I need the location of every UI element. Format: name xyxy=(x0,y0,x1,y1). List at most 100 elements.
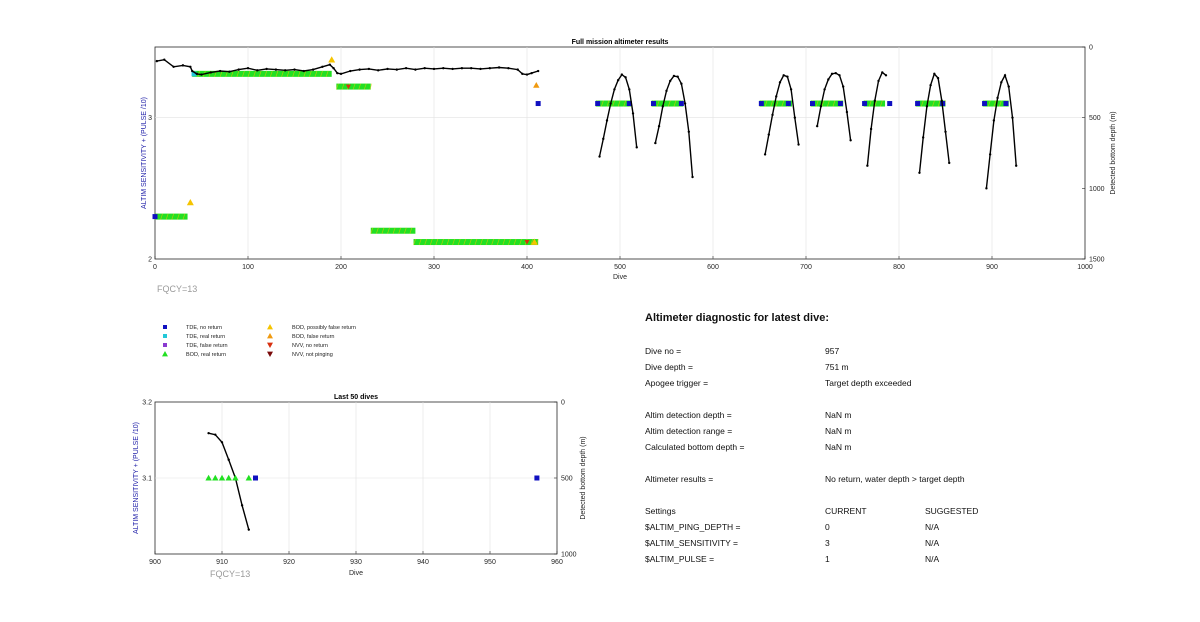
bod-overlap-tick xyxy=(264,70,268,77)
bod-overlap-tick xyxy=(519,238,522,246)
ping-depth-label: $ALTIM_PING_DEPTH = xyxy=(645,522,741,532)
legend-triangle-up-marker xyxy=(267,324,273,330)
bod-overlap-tick xyxy=(409,227,413,234)
y2-tick-label: 500 xyxy=(1089,115,1101,122)
bod-real-return-marker xyxy=(212,474,219,481)
depth-point xyxy=(209,71,212,74)
depth-point xyxy=(155,59,159,63)
depth-point xyxy=(191,69,194,73)
bod-overlap-tick xyxy=(469,238,472,246)
x-tick-label: 600 xyxy=(707,264,719,271)
diagnostic-panel: Altimeter diagnostic for latest dive: Di… xyxy=(645,312,1065,567)
bod-real-return-marker xyxy=(218,474,226,481)
depth-point xyxy=(933,72,936,76)
legend-label: NVV, not pinging xyxy=(292,352,333,358)
bod-possibly-false-marker xyxy=(530,238,538,245)
bod-overlap-tick xyxy=(993,100,997,107)
bod-overlap-tick xyxy=(601,100,604,107)
depth-point xyxy=(616,79,620,82)
depth-arc-line xyxy=(764,74,800,155)
x-tick-label: 100 xyxy=(242,264,254,271)
depth-point xyxy=(1003,74,1007,77)
sensitivity-suggested: N/A xyxy=(925,538,940,548)
bod-overlap-tick xyxy=(392,227,396,234)
depth-point xyxy=(536,69,540,73)
bod-overlap-tick xyxy=(821,100,825,107)
tde-no-return-marker xyxy=(152,214,158,220)
bod-overlap-tick xyxy=(656,100,660,107)
depth-point xyxy=(849,139,852,142)
pulse-label: $ALTIM_PULSE = xyxy=(645,554,715,564)
dive-depth-row: Dive depth = 751 m xyxy=(645,359,1065,375)
depth-point xyxy=(676,75,679,78)
depth-point xyxy=(602,137,605,141)
tde-no-return-marker xyxy=(626,101,632,107)
ping-depth-suggested: N/A xyxy=(925,522,940,532)
depth-point xyxy=(669,79,672,83)
depth-point xyxy=(228,70,231,73)
bod-overlap-tick xyxy=(441,238,444,246)
depth-point xyxy=(827,78,830,81)
depth-point xyxy=(996,96,999,100)
bod-overlap-tick xyxy=(176,213,180,220)
bod-overlap-tick xyxy=(236,70,240,77)
legend-square-marker xyxy=(163,334,167,338)
settings-header-row: Settings CURRENT SUGGESTED xyxy=(645,503,1065,519)
depth-point xyxy=(265,67,268,71)
bod-overlap-tick xyxy=(363,83,367,90)
bod-overlap-tick xyxy=(668,100,671,107)
ping-depth-row: $ALTIM_PING_DEPTH = 0 N/A xyxy=(645,519,1065,535)
bod-overlap-tick xyxy=(303,70,307,77)
apogee-label: Apogee trigger = xyxy=(645,378,709,388)
x-tick-label: 0 xyxy=(153,264,157,271)
bod-overlap-tick xyxy=(253,70,256,77)
depth-point xyxy=(507,67,510,70)
y2-tick-label: 1000 xyxy=(561,552,577,559)
depth-point xyxy=(227,458,230,461)
depth-point xyxy=(302,69,305,73)
bod-overlap-tick xyxy=(491,238,494,246)
bod-overlap-tick xyxy=(269,70,273,77)
bod-overlap-tick xyxy=(309,70,312,77)
bod-overlap-tick xyxy=(530,238,534,246)
bod-overlap-tick xyxy=(230,70,234,77)
depth-point xyxy=(929,83,932,87)
bod-overlap-tick xyxy=(435,238,439,246)
depth-point xyxy=(181,64,185,67)
tde-no-return-marker xyxy=(650,101,656,107)
legend-triangle-down-marker xyxy=(267,351,273,357)
x-tick-label: 400 xyxy=(521,264,533,271)
bod-overlap-tick xyxy=(314,70,318,77)
bod-overlap-tick xyxy=(369,83,373,90)
bod-overlap-tick xyxy=(320,70,323,77)
tde-no-return-marker xyxy=(1003,101,1009,107)
depth-point xyxy=(274,68,278,71)
y-tick-label: 3 xyxy=(148,115,152,122)
depth-point xyxy=(349,69,352,73)
bod-overlap-tick xyxy=(325,70,329,77)
depth-arc-line xyxy=(816,72,852,141)
y2-tick-label: 1000 xyxy=(1089,186,1105,193)
depth-point xyxy=(256,69,259,72)
depth-arc-line xyxy=(918,72,950,173)
bod-overlap-tick xyxy=(617,100,621,107)
bod-overlap-tick xyxy=(446,238,450,246)
depth-point xyxy=(918,171,921,174)
results-row: Altimeter results = No return, water dep… xyxy=(645,471,1065,487)
depth-point xyxy=(163,58,166,61)
nvv-no-return-marker xyxy=(345,84,351,90)
depth-point xyxy=(940,99,943,102)
legend-label: NVV, no return xyxy=(292,343,328,349)
main-grid xyxy=(155,47,1085,259)
depth-point xyxy=(218,69,222,73)
depth-point xyxy=(869,127,873,131)
depth-point xyxy=(293,68,296,71)
small-x-label: Dive xyxy=(349,570,363,577)
dive-no-value: 957 xyxy=(825,346,840,356)
bod-overlap-tick xyxy=(832,100,836,107)
pulse-suggested: N/A xyxy=(925,554,940,564)
bod-real-return-marker xyxy=(915,100,946,107)
x-tick-label: 920 xyxy=(283,559,295,566)
depth-point xyxy=(598,155,601,158)
depth-point xyxy=(661,105,664,108)
